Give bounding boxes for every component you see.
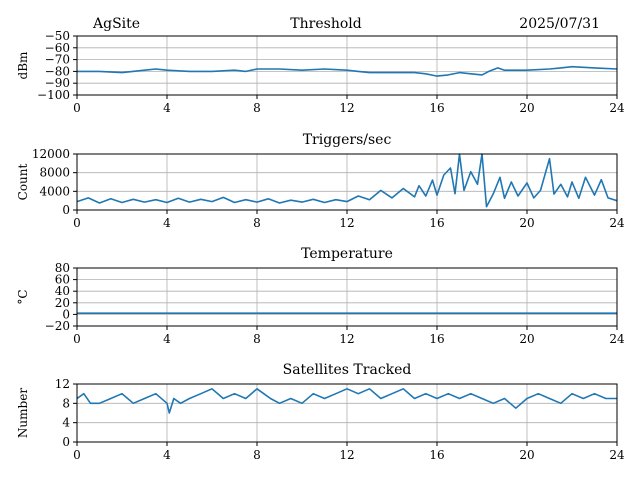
threshold-xtick-label: 0 [73,101,81,115]
threshold-series-line [77,65,618,77]
temperature-ytick-label: −20 [45,319,70,333]
satellites-xtick-label: 20 [519,448,534,462]
temperature-ytick-label: 40 [55,284,70,298]
temperature-xtick-label: 16 [429,332,444,346]
satellites-xtick-label: 12 [339,448,354,462]
triggers-xtick-label: 12 [339,216,354,230]
satellites-series-line [76,387,617,414]
header-date: 2025/07/31 [519,16,600,32]
temperature-ytick-label: 60 [55,273,70,287]
threshold-xtick-label: 12 [339,101,354,115]
triggers-ylabel: Count [16,163,30,200]
satellites-ytick-label: 4 [62,416,70,430]
satellites-ytick-label: 0 [62,435,70,449]
threshold-ytick-label: −60 [45,41,70,55]
threshold-ytick-label: −70 [45,53,70,67]
panel-triggers: 0 4 8 12 16 20 24 12000 8000 4000 0 Count Triggers/s… [16,132,625,230]
satellites-xtick-label: 4 [163,448,171,462]
triggers-xtick-label: 20 [519,216,534,230]
threshold-xtick-label: 8 [253,101,261,115]
satellites-xtick-label: 8 [253,448,261,462]
triggers-ytick-label: 4000 [39,184,70,198]
satellites-ytick-label: 12 [55,377,70,391]
threshold-xtick-label: 4 [163,101,171,115]
temperature-xtick-label: 12 [339,332,354,346]
triggers-ytick-label: 0 [62,203,70,217]
satellites-ytick-label: 8 [62,396,70,410]
panel-satellites: 0 4 8 12 16 20 24 12 8 4 0 Number Satellites Tracked [16,362,625,462]
header-threshold-title: Threshold [290,16,361,32]
temperature-xtick-label: 20 [519,332,534,346]
header-site: AgSite [92,16,140,32]
threshold-xtick-label: 20 [519,101,534,115]
triggers-series-line [76,153,618,208]
triggers-xtick-label: 16 [429,216,444,230]
triggers-xtick-label: 8 [253,216,261,230]
temperature-xtick-label: 8 [253,332,261,346]
satellites-title: Satellites Tracked [283,362,412,378]
triggers-ytick-label: 12000 [32,147,70,161]
threshold-xtick-label: 24 [609,101,625,115]
threshold-ytick-label: −80 [45,64,70,78]
temperature-ytick-label: 80 [55,261,70,275]
satellites-xtick-label: 24 [609,448,625,462]
satellites-xtick-label: 0 [73,448,81,462]
temperature-xtick-label: 4 [163,332,171,346]
threshold-ytick-label: −50 [45,29,70,43]
temperature-ytick-label: 20 [55,296,70,310]
temperature-xtick-label: 0 [73,332,81,346]
threshold-ytick-label: −90 [45,76,70,90]
threshold-ytick-label: −100 [37,88,70,102]
triggers-title: Triggers/sec [303,132,392,148]
temperature-ytick-label: 0 [62,307,70,321]
satellites-xtick-label: 16 [429,448,444,462]
threshold-xtick-label: 16 [429,101,444,115]
triggers-xtick-label: 24 [609,216,625,230]
threshold-ylabel: dBm [16,51,30,80]
satellites-ylabel: Number [16,388,30,438]
temperature-xtick-label: 24 [609,332,625,346]
triggers-xtick-label: 4 [163,216,171,230]
triggers-ytick-label: 8000 [39,166,70,180]
panel-threshold: 0 4 8 12 16 20 24 −50−60−70−80−90−100 dBm [16,29,625,115]
temperature-title: Temperature [301,246,393,262]
triggers-xtick-label: 0 [73,216,81,230]
temperature-ylabel: °C [16,289,30,304]
